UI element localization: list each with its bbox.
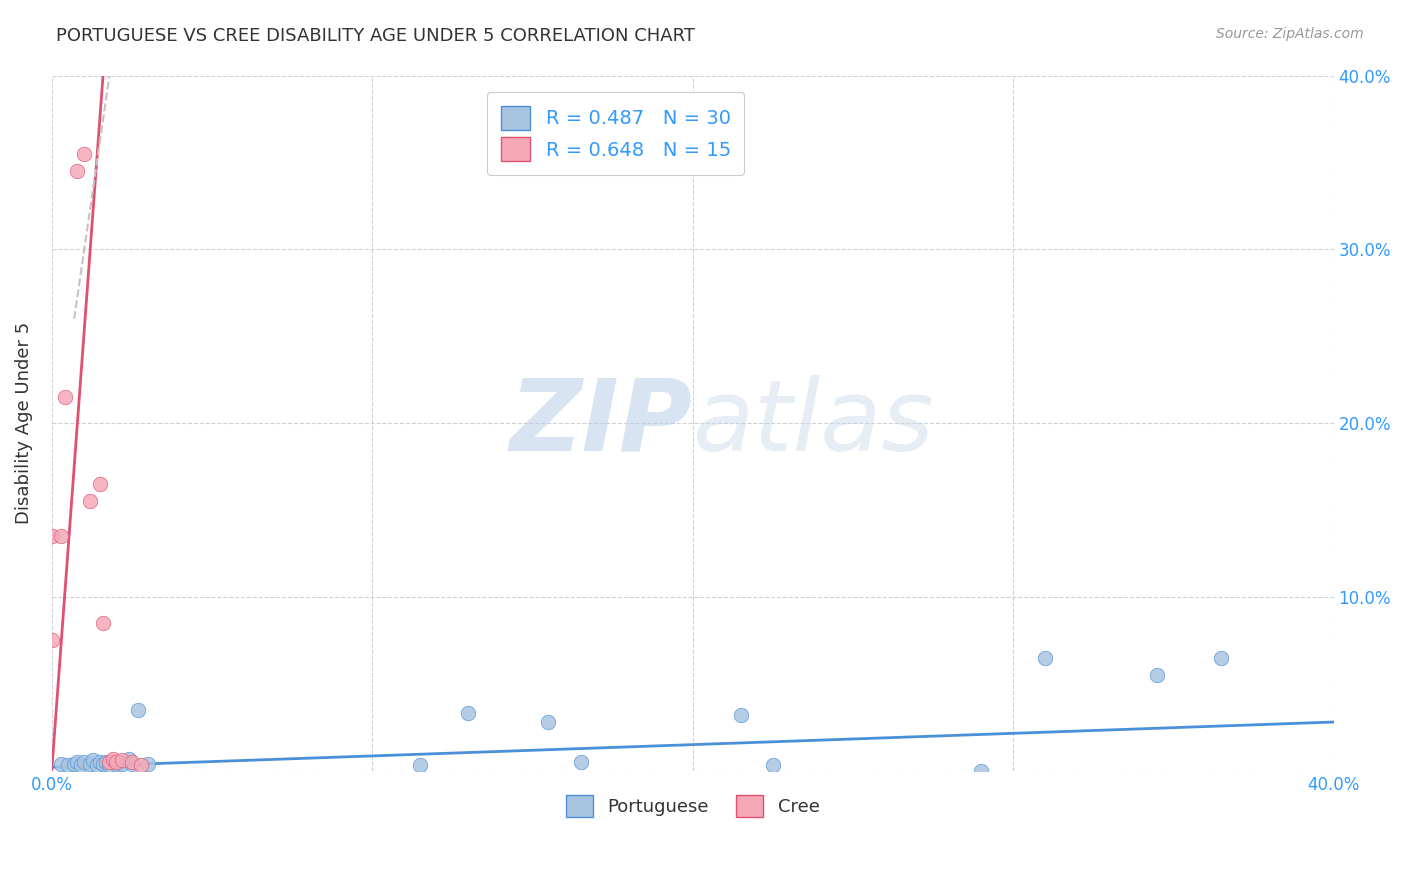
Point <box>111 756 134 771</box>
Point <box>53 390 76 404</box>
Point <box>41 529 63 543</box>
Point <box>79 756 101 771</box>
Point <box>762 758 785 772</box>
Point <box>51 529 73 543</box>
Point <box>108 755 131 769</box>
Text: PORTUGUESE VS CREE DISABILITY AGE UNDER 5 CORRELATION CHART: PORTUGUESE VS CREE DISABILITY AGE UNDER … <box>56 27 695 45</box>
Point <box>127 703 149 717</box>
Text: Source: ZipAtlas.com: Source: ZipAtlas.com <box>1216 27 1364 41</box>
Point <box>131 758 153 772</box>
Text: atlas: atlas <box>693 375 935 472</box>
Point <box>41 633 63 648</box>
Point <box>457 706 479 721</box>
Point <box>91 756 114 771</box>
Y-axis label: Disability Age Under 5: Disability Age Under 5 <box>15 322 32 524</box>
Point <box>86 758 108 772</box>
Point <box>1211 650 1233 665</box>
Point <box>1146 668 1168 682</box>
Point <box>970 764 993 778</box>
Point <box>56 758 79 772</box>
Point <box>136 756 159 771</box>
Point <box>104 755 127 769</box>
Point <box>66 755 89 769</box>
Point <box>118 751 141 765</box>
Point <box>111 753 134 767</box>
Point <box>730 708 752 723</box>
Point <box>91 615 114 630</box>
Point <box>101 751 124 765</box>
Legend: Portuguese, Cree: Portuguese, Cree <box>558 788 827 824</box>
Point <box>79 494 101 508</box>
Point <box>51 756 73 771</box>
Point <box>66 164 89 178</box>
Point <box>69 758 91 772</box>
Point <box>98 755 121 769</box>
Point <box>89 477 111 491</box>
Point <box>121 755 143 769</box>
Point <box>89 755 111 769</box>
Point <box>537 714 560 729</box>
Point <box>96 755 118 769</box>
Point <box>121 756 143 771</box>
Point <box>98 758 121 772</box>
Text: ZIP: ZIP <box>510 375 693 472</box>
Point <box>1033 650 1056 665</box>
Point <box>63 756 86 771</box>
Point <box>82 753 104 767</box>
Point <box>569 755 592 769</box>
Point <box>104 756 127 771</box>
Point <box>409 758 432 772</box>
Point <box>73 755 96 769</box>
Point <box>73 146 96 161</box>
